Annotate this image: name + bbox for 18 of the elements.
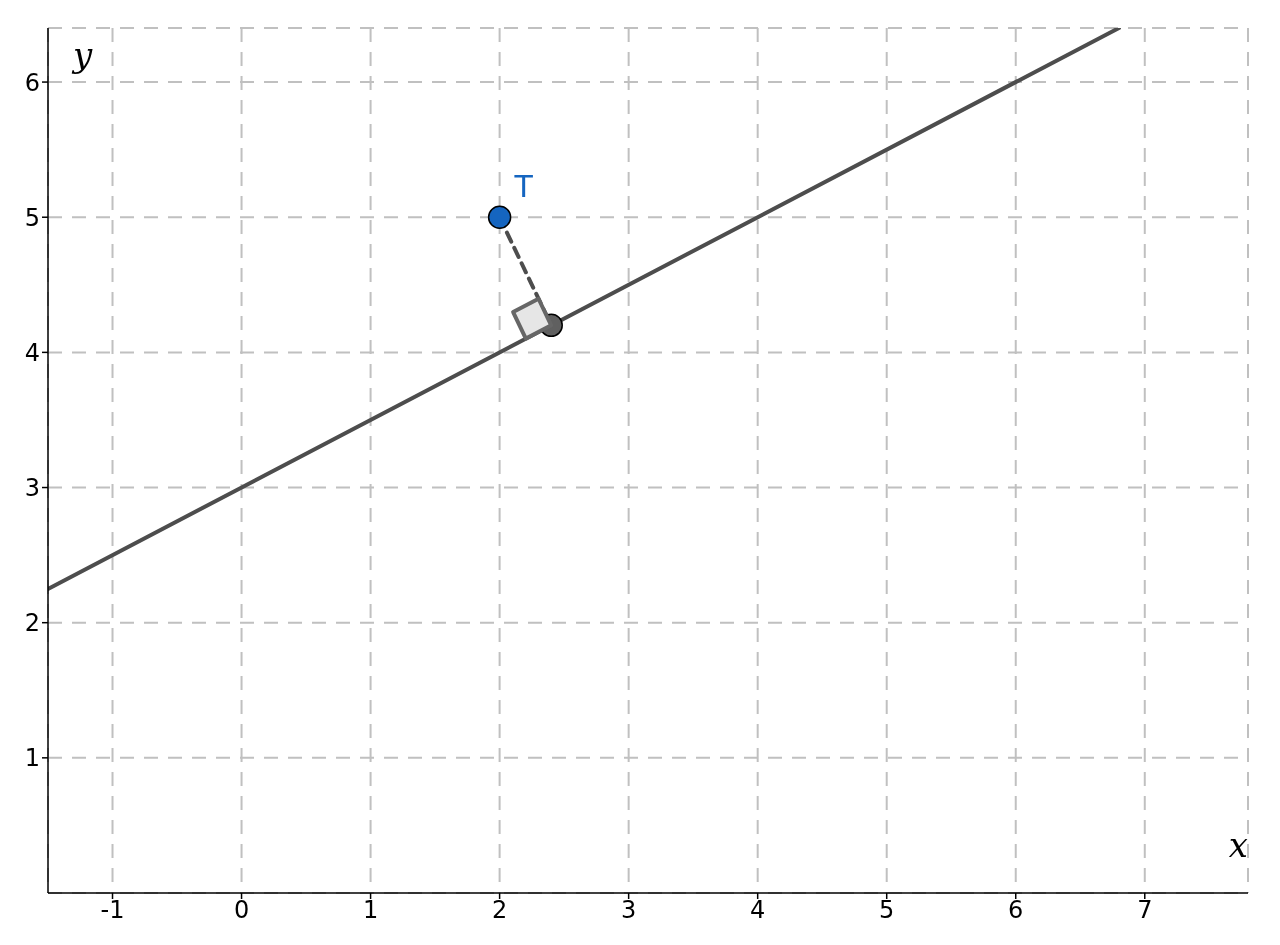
x-tick-label: 2 [491, 896, 508, 925]
x-tick-label: -1 [100, 896, 125, 925]
y-tick-label: 4 [24, 338, 40, 367]
x-tick-label: 0 [233, 896, 250, 925]
x-axis-title: x [1228, 825, 1248, 866]
y-tick-label: 5 [24, 203, 40, 232]
x-tick-label: 1 [362, 896, 379, 925]
y-tick-label: 3 [24, 474, 40, 503]
x-tick-label: 7 [1137, 896, 1153, 925]
x-tick-label: 6 [1008, 896, 1024, 925]
series-label: T [513, 168, 534, 204]
y-tick-label: 6 [24, 68, 40, 97]
x-tick-label: 3 [621, 896, 637, 925]
y-axis-title: y [71, 35, 93, 76]
y-tick-label: 2 [24, 609, 40, 638]
x-tick-label: 5 [879, 896, 895, 925]
x-tick-label: 4 [750, 896, 766, 925]
y-tick-label: 1 [24, 744, 40, 773]
